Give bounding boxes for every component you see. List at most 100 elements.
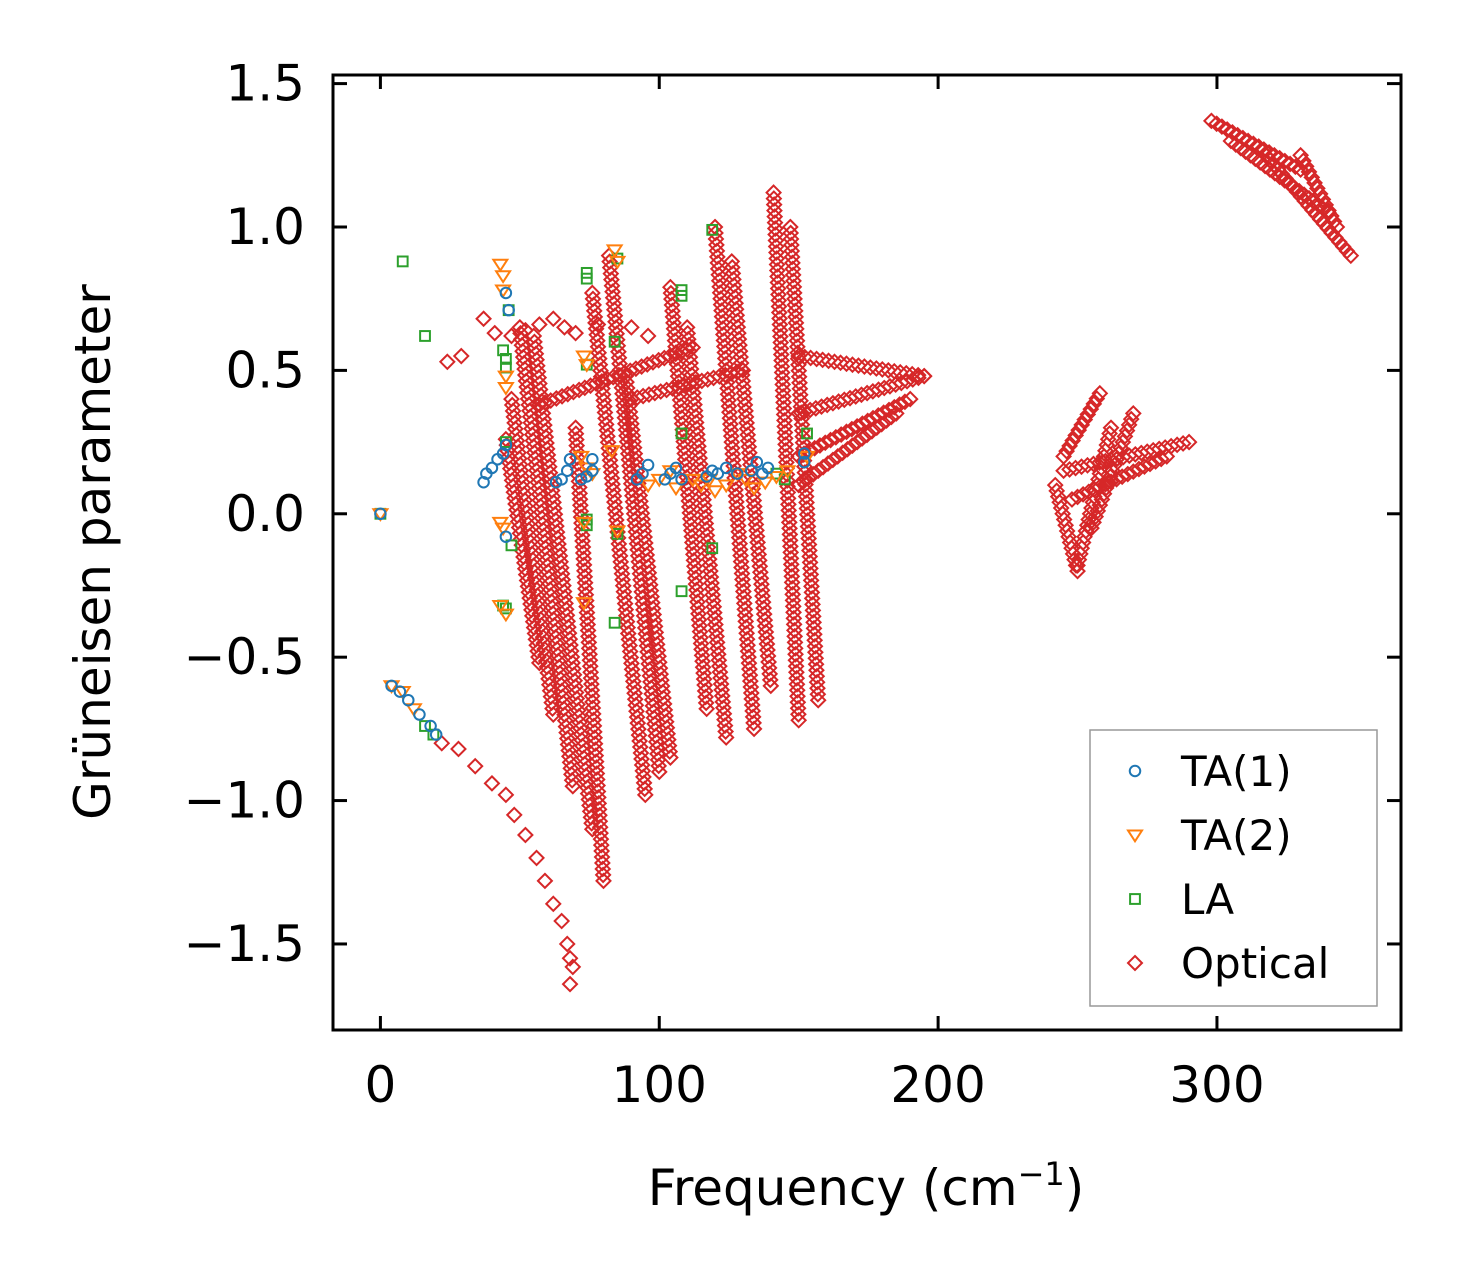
point-optical: [556, 318, 573, 336]
optical-band-point: [787, 645, 804, 663]
optical-band-point: [766, 214, 784, 231]
optical-band-point: [771, 310, 788, 327]
optical-band-point: [770, 304, 788, 321]
optical-band-point: [843, 420, 861, 438]
point-ta1: [636, 467, 649, 480]
optical-band-point: [785, 615, 803, 633]
optical-band-point: [766, 208, 784, 225]
x-tick-label: 100: [612, 1056, 707, 1114]
y-tick-label: −1.0: [184, 772, 305, 830]
optical-band-point: [853, 430, 871, 447]
optical-band-point: [768, 256, 786, 273]
point-ta1: [555, 473, 568, 486]
optical-band-point: [1325, 213, 1343, 230]
optical-band-point: [542, 392, 560, 409]
optical-band-point: [1063, 491, 1081, 508]
optical-band-point: [844, 356, 861, 374]
optical-band-point: [808, 350, 826, 368]
optical-band-point: [1102, 419, 1120, 437]
optical-band-point: [779, 483, 797, 501]
optical-band-point: [773, 352, 790, 369]
optical-band-point: [775, 406, 793, 423]
optical-band-point: [1069, 562, 1086, 580]
optical-band-point: [848, 417, 866, 435]
optical-band-point: [780, 507, 798, 525]
optical-band-point: [878, 412, 895, 429]
point-ta1: [731, 467, 744, 480]
optical-band-point: [536, 394, 554, 412]
point-ta2: [497, 608, 515, 623]
optical-band-point: [1119, 465, 1137, 483]
point-ta2: [778, 465, 797, 479]
optical-band-point: [583, 814, 601, 832]
point-ta2: [692, 479, 710, 494]
point-ta1: [374, 507, 387, 521]
point-ta2: [575, 350, 593, 365]
optical-band-point: [765, 184, 782, 201]
point-optical: [466, 757, 484, 775]
point-la: [419, 720, 431, 732]
point-optical: [564, 958, 582, 976]
optical-band-point: [616, 364, 633, 382]
optical-band-point: [809, 685, 827, 703]
optical-band-point: [782, 549, 800, 567]
optical-band-point: [599, 370, 616, 388]
optical-band-point: [582, 377, 599, 395]
optical-band-point: [633, 358, 651, 375]
optical-band-point: [638, 356, 656, 373]
optical-band-point: [839, 440, 856, 458]
point-optical: [589, 316, 607, 333]
optical-band-point: [848, 433, 866, 451]
point-ta1: [499, 438, 513, 452]
optical-band-point: [775, 394, 792, 411]
point-ta1: [711, 467, 725, 480]
optical-band-point: [594, 866, 612, 884]
optical-band-point: [767, 232, 785, 249]
optical-band-point: [789, 687, 806, 705]
point-ta1: [485, 461, 499, 475]
plot-area: [371, 112, 1360, 993]
optical-band-point: [717, 723, 735, 740]
optical-band-point: [887, 404, 905, 422]
optical-band-point: [867, 360, 885, 377]
optical-band-point: [1124, 404, 1142, 422]
optical-band-point: [636, 786, 654, 804]
optical-band-point: [1297, 157, 1315, 175]
optical-band-point: [661, 347, 679, 365]
optical-band-point: [1061, 437, 1079, 455]
optical-band-point: [745, 714, 763, 732]
point-ta2: [608, 525, 627, 540]
optical-band-point: [779, 489, 797, 507]
plot-frame: [331, 73, 1403, 1032]
point-optical: [639, 327, 657, 345]
point-ta2: [717, 479, 736, 494]
optical-band-point: [806, 439, 824, 457]
optical-band-point: [783, 567, 801, 585]
optical-band-point: [1136, 458, 1153, 475]
optical-band-point: [774, 376, 792, 393]
optical-band-point: [891, 396, 909, 413]
point-la: [608, 335, 621, 348]
optical-band-point: [795, 473, 812, 490]
optical-band-point: [772, 328, 789, 345]
optical-band-point: [780, 513, 798, 531]
optical-band-point: [850, 357, 867, 375]
point-optical: [561, 975, 579, 993]
point-la: [675, 289, 688, 302]
legend-label-la: LA: [1181, 875, 1234, 924]
optical-band-point: [672, 343, 690, 361]
point-ta1: [669, 461, 683, 475]
point-ta1: [502, 303, 515, 317]
legend-marker-la: [1129, 893, 1141, 905]
point-optical: [438, 353, 456, 371]
point-optical: [516, 826, 534, 844]
point-la: [675, 585, 688, 598]
point-la: [580, 272, 593, 285]
point-optical: [505, 806, 523, 824]
optical-band-point: [838, 423, 855, 441]
optical-band-point: [785, 621, 803, 639]
optical-band-point: [855, 358, 873, 375]
y-tick-label: 1.5: [225, 55, 305, 113]
optical-band-point: [782, 543, 800, 561]
optical-band-point: [1314, 191, 1332, 208]
